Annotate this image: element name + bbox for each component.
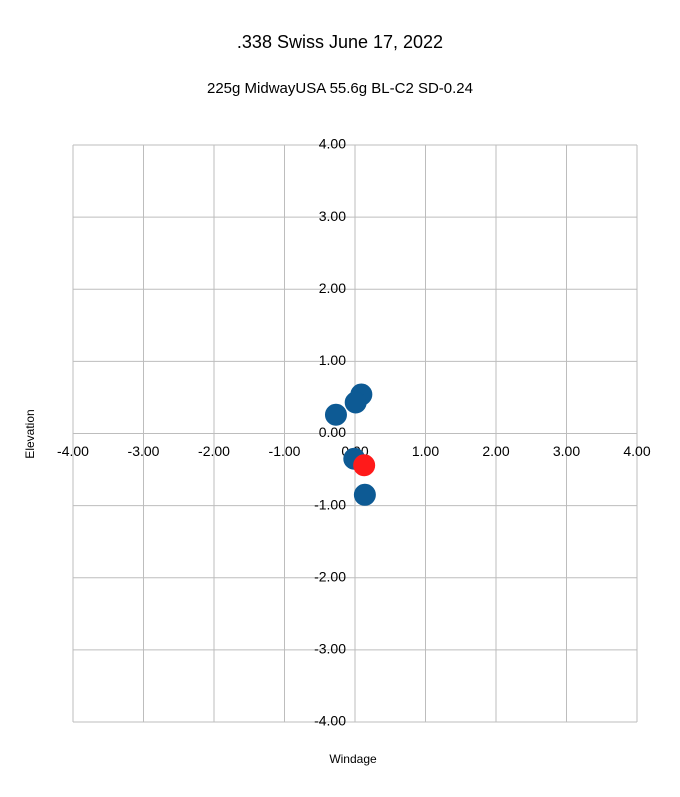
- y-tick-label: 3.00: [319, 208, 346, 224]
- x-tick-label: -4.00: [57, 443, 89, 459]
- x-tick-label: 3.00: [553, 443, 580, 459]
- x-tick-label: 1.00: [412, 443, 439, 459]
- data-point: [344, 391, 367, 414]
- y-tick-label: -4.00: [314, 713, 346, 729]
- y-tick-label: 0.00: [319, 424, 346, 440]
- y-tick-label: 1.00: [319, 352, 346, 368]
- data-point: [353, 454, 376, 477]
- chart-subtitle: 225g MidwayUSA 55.6g BL-C2 SD-0.24: [207, 80, 473, 97]
- x-tick-label: -1.00: [269, 443, 301, 459]
- y-tick-label: -2.00: [314, 568, 346, 584]
- y-tick-label: -1.00: [314, 496, 346, 512]
- x-tick-label: -3.00: [128, 443, 160, 459]
- x-tick-label: 2.00: [482, 443, 509, 459]
- y-axis-label: Elevation: [23, 409, 37, 458]
- y-tick-label: 2.00: [319, 280, 346, 296]
- x-tick-label: 4.00: [623, 443, 650, 459]
- x-tick-label: -2.00: [198, 443, 230, 459]
- data-point: [324, 403, 347, 426]
- x-axis-label: Windage: [329, 752, 377, 766]
- chart-title: .338 Swiss June 17, 2022: [237, 32, 443, 52]
- y-tick-label: -3.00: [314, 641, 346, 657]
- data-point: [353, 483, 376, 506]
- y-tick-label: 4.00: [319, 136, 346, 152]
